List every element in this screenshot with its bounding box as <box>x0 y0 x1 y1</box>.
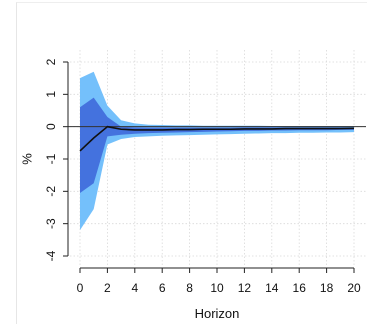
x-tick-label: 10 <box>210 281 224 295</box>
y-tick-label: -4 <box>44 250 58 261</box>
y-tick-label: -2 <box>44 186 58 197</box>
x-tick-label: 20 <box>347 281 361 295</box>
y-tick-label: 1 <box>44 91 58 98</box>
x-tick-label: 6 <box>159 281 166 295</box>
x-tick-label: 18 <box>320 281 334 295</box>
y-tick-label: -3 <box>44 218 58 229</box>
x-tick-label: 2 <box>104 281 111 295</box>
x-tick-label: 14 <box>265 281 279 295</box>
y-axis-title: % <box>20 153 35 165</box>
x-tick-label: 16 <box>293 281 307 295</box>
chart-frame <box>16 2 367 324</box>
y-tick-label: -1 <box>44 153 58 164</box>
x-tick-label: 12 <box>238 281 252 295</box>
median-line <box>79 125 355 152</box>
x-tick-label: 0 <box>77 281 84 295</box>
x-axis-title: Horizon <box>195 306 240 321</box>
x-tick-label: 8 <box>186 281 193 295</box>
y-tick-label: 0 <box>44 123 58 130</box>
y-tick-label: 2 <box>44 58 58 65</box>
grid-lines <box>70 50 366 266</box>
x-axis: 0 2 4 6 8 10 12 14 16 18 20 <box>77 267 361 295</box>
y-axis: -4 -3 -2 -1 0 1 2 <box>44 58 69 261</box>
outer-confidence-band <box>80 71 354 231</box>
x-tick-label: 4 <box>131 281 138 295</box>
